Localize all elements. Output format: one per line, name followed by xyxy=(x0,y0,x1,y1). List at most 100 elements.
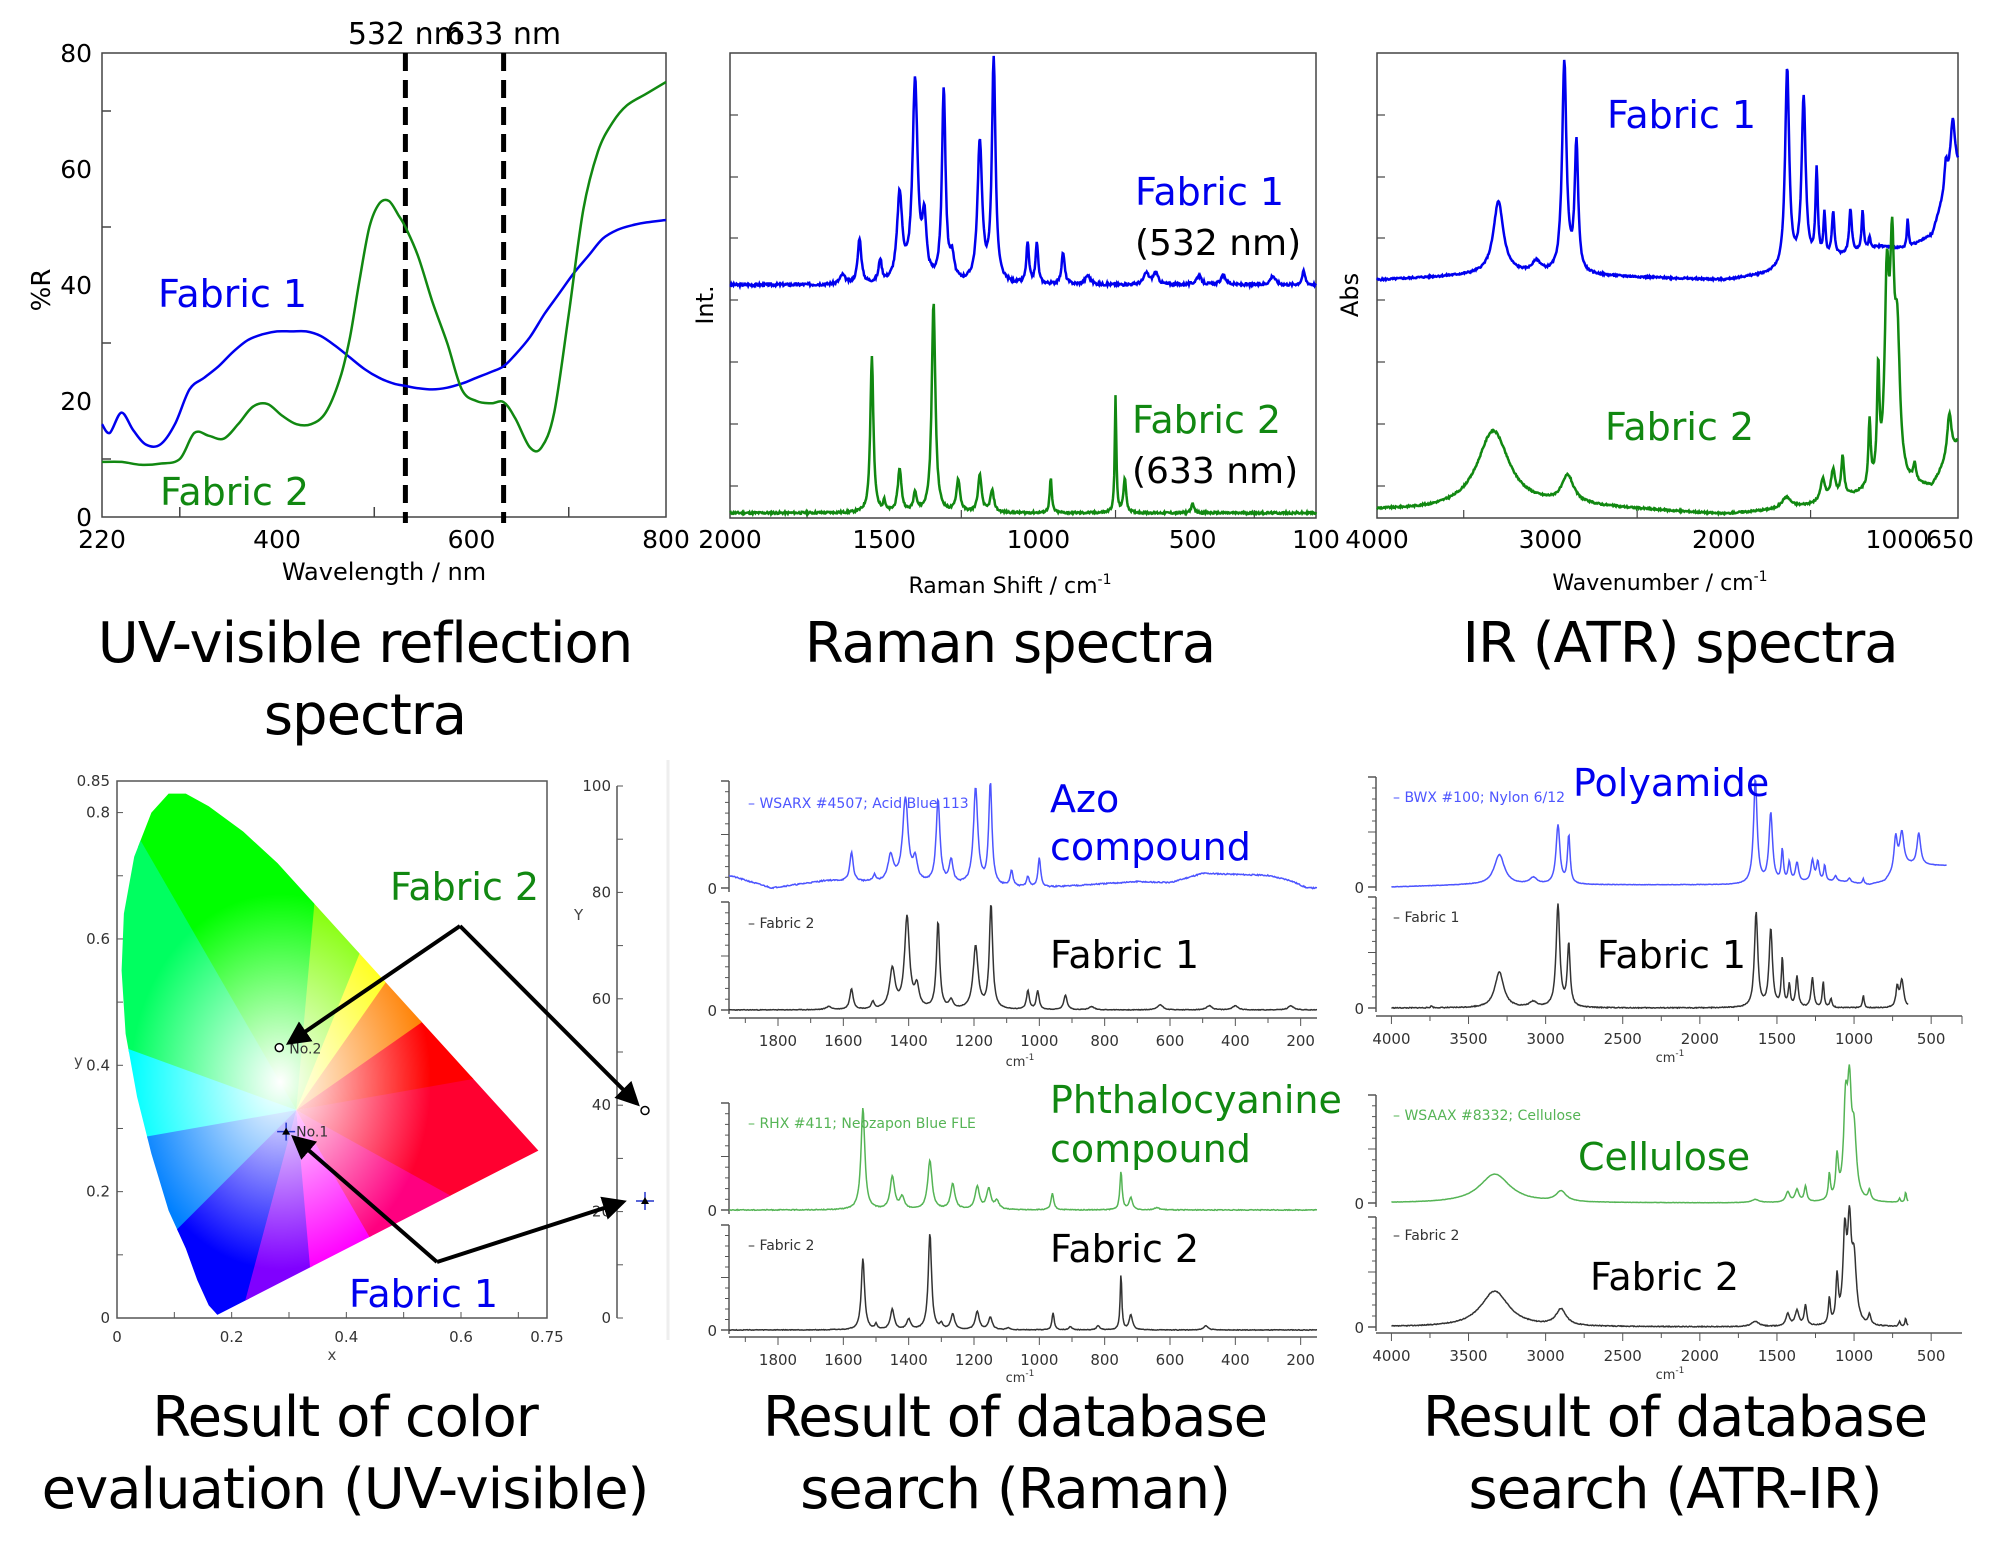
svg-text:cm-1: cm-1 xyxy=(1656,1049,1685,1066)
svg-text:cm-1: cm-1 xyxy=(1656,1366,1685,1383)
svg-text:500: 500 xyxy=(1917,1347,1946,1365)
svg-text:1000: 1000 xyxy=(1007,525,1071,554)
svg-text:0: 0 xyxy=(76,503,92,532)
caption-color-eval: Result of color evaluation (UV-visible) xyxy=(0,1382,690,1526)
svg-text:500: 500 xyxy=(1169,525,1217,554)
svg-text:0: 0 xyxy=(707,880,717,898)
svg-text:0: 0 xyxy=(112,1328,122,1346)
cie-axis-ticks: 0 0.2 0.4 0.6 0.75 0 0.2 0.4 0.6 0.8 0.85 xyxy=(77,772,564,1346)
caption-uv-line1: UV-visible reflection xyxy=(97,611,634,676)
ir-label-fabric2: Fabric 2 xyxy=(1605,405,1754,449)
ir-db-sample2-legend: – Fabric 2 xyxy=(1393,1228,1459,1244)
svg-text:1500: 1500 xyxy=(1758,1030,1796,1048)
uv-fabric2-curve xyxy=(101,80,667,467)
caption-ir-db-line2: search (ATR-IR) xyxy=(1468,1457,1883,1522)
svg-text:2500: 2500 xyxy=(1604,1030,1642,1048)
svg-text:1000: 1000 xyxy=(1865,525,1929,554)
svg-text:cm-1: cm-1 xyxy=(1006,1053,1035,1070)
ir-ylabel: Abs xyxy=(1336,273,1364,317)
caption-ir-db: Result of database search (ATR-IR) xyxy=(1350,1382,2000,1526)
svg-text:800: 800 xyxy=(1090,1351,1119,1369)
raman-label-633: (633 nm) xyxy=(1132,451,1298,492)
svg-text:2000: 2000 xyxy=(1681,1347,1719,1365)
svg-text:3000: 3000 xyxy=(1527,1030,1565,1048)
raman-db-label-phthalo-2: compound xyxy=(1050,1127,1251,1171)
ir-db-ref2-legend: – WSAAX #8332; Cellulose xyxy=(1393,1108,1581,1124)
svg-text:1200: 1200 xyxy=(955,1351,993,1369)
svg-text:0: 0 xyxy=(707,1002,717,1020)
svg-text:100: 100 xyxy=(1292,525,1340,554)
cie-label-fabric1: Fabric 1 xyxy=(349,1272,498,1316)
svg-text:1000: 1000 xyxy=(1020,1032,1058,1050)
raman-ylabel: Int. xyxy=(691,285,719,324)
raman-db-chart: 0 0 1800 1600 1400 1200 1000 800 600 400 200 cm-1 0 0… xyxy=(707,777,1341,1386)
svg-text:2000: 2000 xyxy=(1692,525,1756,554)
svg-text:60: 60 xyxy=(592,990,611,1008)
caption-uv: UV-visible reflection spectra xyxy=(40,608,690,752)
ir-db-label-cellulose: Cellulose xyxy=(1578,1135,1750,1179)
uv-xlabel: Wavelength / nm xyxy=(282,558,486,586)
svg-text:650: 650 xyxy=(1926,525,1974,554)
cie-ylabel: y xyxy=(74,1052,83,1070)
svg-text:633 nm: 633 nm xyxy=(446,17,561,52)
svg-text:3000: 3000 xyxy=(1527,1347,1565,1365)
svg-text:1600: 1600 xyxy=(824,1351,862,1369)
raman-chart: 2000 1500 1000 500 100 Int. Raman Shift / cm… xyxy=(691,52,1340,599)
svg-text:100: 100 xyxy=(582,777,611,795)
raman-fabric1-curve xyxy=(729,55,1318,291)
svg-text:3000: 3000 xyxy=(1519,525,1583,554)
raman-db-ref2-legend: – RHX #411; Neozapon Blue FLE xyxy=(748,1116,976,1132)
svg-text:No.1: No.1 xyxy=(296,1125,328,1141)
svg-text:40: 40 xyxy=(592,1096,611,1114)
caption-raman-db-line2: search (Raman) xyxy=(800,1457,1231,1522)
svg-text:4000: 4000 xyxy=(1372,1030,1410,1048)
svg-text:4000: 4000 xyxy=(1345,525,1409,554)
svg-text:0: 0 xyxy=(707,1322,717,1340)
svg-text:3500: 3500 xyxy=(1449,1030,1487,1048)
ir-db-label-sample1: Fabric 1 xyxy=(1597,933,1746,977)
svg-text:3500: 3500 xyxy=(1449,1347,1487,1365)
svg-text:2500: 2500 xyxy=(1604,1347,1642,1365)
svg-text:400: 400 xyxy=(253,525,301,554)
svg-text:0: 0 xyxy=(1354,1319,1364,1337)
raman-db-label-sample2: Fabric 2 xyxy=(1050,1227,1199,1271)
svg-text:220: 220 xyxy=(78,525,126,554)
ir-db-label-polyamide: Polyamide xyxy=(1573,761,1769,805)
caption-raman-db-line1: Result of database xyxy=(762,1385,1268,1450)
svg-text:1500: 1500 xyxy=(852,525,916,554)
svg-text:400: 400 xyxy=(1221,1351,1250,1369)
raman-db-sample2-legend: – Fabric 2 xyxy=(748,1238,814,1254)
ir-fabric1-curve xyxy=(1375,59,1960,283)
caption-raman: Raman spectra xyxy=(804,611,1216,676)
svg-text:0.2: 0.2 xyxy=(220,1328,244,1346)
svg-text:1200: 1200 xyxy=(955,1032,993,1050)
svg-text:1000: 1000 xyxy=(1020,1351,1058,1369)
svg-text:400: 400 xyxy=(1221,1032,1250,1050)
svg-text:800: 800 xyxy=(642,525,690,554)
ir-db-sample1-legend: – Fabric 1 xyxy=(1393,910,1459,926)
uv-label-fabric1: Fabric 1 xyxy=(158,272,307,316)
cie-plot-frame xyxy=(116,780,548,1319)
svg-text:800: 800 xyxy=(1090,1032,1119,1050)
svg-text:1000: 1000 xyxy=(1835,1030,1873,1048)
svg-text:1600: 1600 xyxy=(824,1032,862,1050)
raman-db-ref2-curve xyxy=(728,1108,1318,1212)
svg-text:200: 200 xyxy=(1286,1032,1315,1050)
svg-text:0: 0 xyxy=(601,1309,611,1327)
Y-axis-label: Y xyxy=(573,906,584,924)
svg-text:2000: 2000 xyxy=(698,525,762,554)
svg-text:0.2: 0.2 xyxy=(86,1183,110,1201)
cie-points: No.1 No.2 xyxy=(274,1042,654,1210)
raman-axis-ticks: 2000 1500 1000 500 100 xyxy=(698,114,1340,554)
ir-db-ref2-curve xyxy=(1391,1064,1909,1204)
caption-uv-line2: spectra xyxy=(263,683,467,748)
raman-label-fabric1: Fabric 1 xyxy=(1135,170,1284,214)
cie-arrows xyxy=(285,924,640,1264)
raman-db-label-sample1: Fabric 1 xyxy=(1050,933,1199,977)
ir-fabric2-curve xyxy=(1376,216,1959,517)
raman-db-label-phthalo-1: Phthalocyanine xyxy=(1050,1078,1342,1122)
